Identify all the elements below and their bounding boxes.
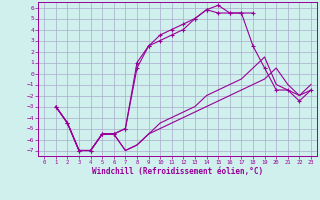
X-axis label: Windchill (Refroidissement éolien,°C): Windchill (Refroidissement éolien,°C) (92, 167, 263, 176)
